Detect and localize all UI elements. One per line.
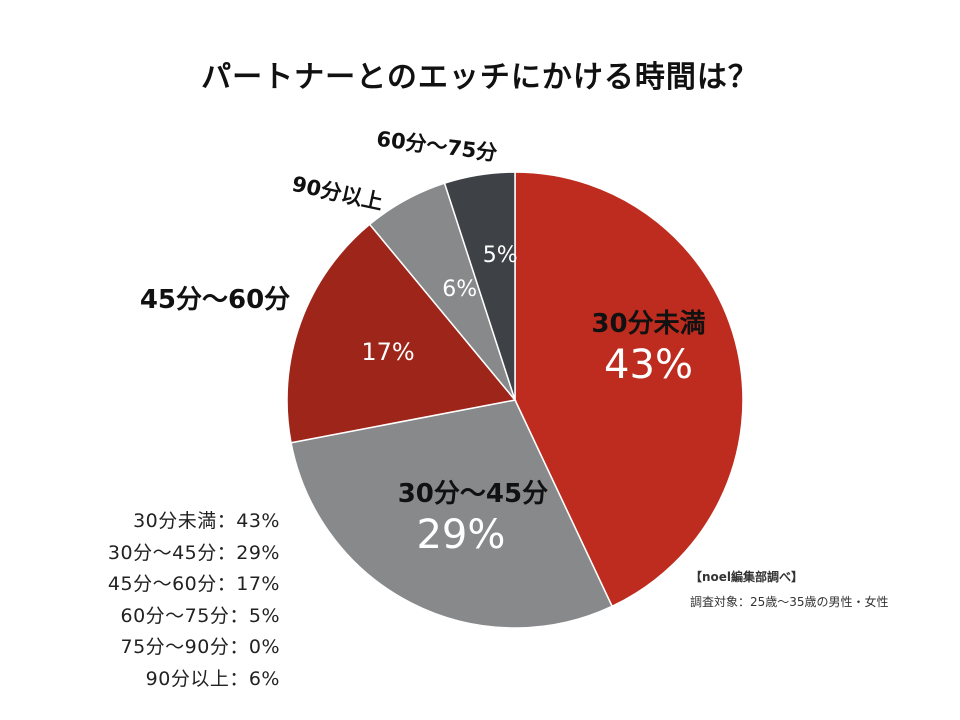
slice-value-label: 43% xyxy=(604,342,693,388)
pie-slice xyxy=(514,171,744,608)
summary-item: 90分以上：6% xyxy=(145,667,280,690)
pie-slice xyxy=(290,399,614,629)
slice-outside-label: 45分〜60分 xyxy=(140,285,290,315)
slice-value-label: 5% xyxy=(483,243,518,268)
summary-list: 30分未満：43% 30分〜45分：29% 45分〜60分：17% 60分〜75… xyxy=(40,506,280,695)
survey-target-note: 調査対象：25歳〜35歳の男性・女性 xyxy=(690,595,889,609)
pie-slice xyxy=(443,171,516,401)
summary-item: 45分〜60分：17% xyxy=(107,573,280,595)
summary-item: 30分未満：43% xyxy=(133,510,280,532)
slice-value-label: 17% xyxy=(361,338,414,366)
slice-outside-label: 90分以上 xyxy=(290,172,385,215)
slice-outside-label: 60分〜75分 xyxy=(375,127,498,166)
source-note: 【noel編集部調べ】 xyxy=(690,570,804,584)
slice-value-label: 29% xyxy=(416,512,505,558)
pie-slice xyxy=(286,223,517,444)
chart-title: パートナーとのエッチにかける時間は？ xyxy=(201,60,759,95)
summary-item: 30分〜45分：29% xyxy=(107,541,280,564)
slice-category-label: 30分〜45分 xyxy=(398,479,548,509)
summary-item: 60分〜75分：5% xyxy=(120,604,280,627)
slice-category-label: 30分未満 xyxy=(591,309,705,339)
slice-value-label: 6% xyxy=(442,277,477,302)
summary-item: 75分〜90分：0% xyxy=(120,636,280,658)
